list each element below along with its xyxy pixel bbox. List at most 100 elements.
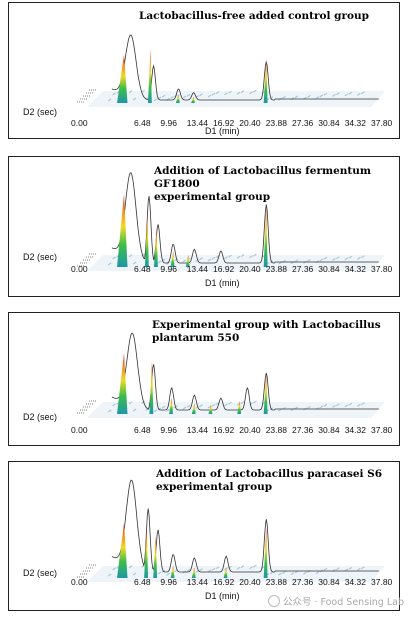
floor-noise: [269, 96, 274, 100]
floor-noise: [228, 254, 232, 258]
x-tick-label: 27.36: [292, 118, 314, 128]
floor-noise: [357, 403, 361, 407]
peak-2: [153, 228, 158, 267]
chart-panel-paracasei: D2 (sec) 0.00 6.48 9.96 13.44 16.92 20.40 23.88…: [8, 461, 400, 611]
total-ion-trace: [111, 479, 379, 573]
floor-noise: [253, 400, 257, 404]
floor-noise: [161, 94, 166, 98]
floor-noise: [323, 256, 328, 260]
floor-noise: [357, 567, 361, 571]
floor-noise: [199, 93, 203, 97]
x-tick-label: 27.36: [292, 264, 314, 274]
floor-noise: [224, 92, 228, 96]
floor-noise: [128, 401, 133, 405]
chart-floor: [87, 91, 385, 107]
floor-noise: [141, 253, 145, 257]
x-tick-label: 9.96: [160, 118, 177, 128]
total-ion-trace: [111, 332, 379, 411]
x-tick-label: 16.92: [213, 264, 235, 274]
floor-noise: [182, 95, 187, 99]
floor-noise: [174, 258, 178, 262]
floor-noise: [319, 405, 324, 409]
peak-2: [175, 94, 180, 103]
floor-noise: [199, 257, 203, 261]
floor-noise: [112, 256, 116, 260]
x-tick-label: 13.44: [187, 118, 209, 128]
floor-noise: [186, 93, 191, 97]
floor-noise: [344, 257, 349, 261]
floor-noise: [128, 90, 133, 94]
floor-noise: [207, 94, 212, 98]
peak-1: [144, 527, 149, 578]
floor-noise: [249, 255, 253, 259]
floor-noise: [132, 97, 137, 101]
peak-2: [153, 535, 158, 578]
floor-noise: [224, 256, 228, 260]
floor-noise: [336, 256, 340, 260]
x-tick-label: 23.88: [266, 577, 288, 587]
x-tick-label: 20.40: [239, 425, 261, 435]
x-tick-label: 34.32: [345, 425, 367, 435]
floor-noise: [199, 404, 203, 408]
y-axis-label: D2 (sec): [23, 107, 57, 117]
floor-noise: [215, 91, 220, 95]
chromatogram-plot: D2 (sec) 0.00 6.48 9.96 13.44 16.92 20.40 23.88…: [23, 332, 393, 435]
x-tick-label: 23.88: [266, 264, 288, 274]
floor-noise: [240, 90, 245, 94]
x-tick-label: 34.32: [345, 118, 367, 128]
peak-0: [117, 353, 128, 414]
x-tick-label: 37.80: [371, 264, 393, 274]
floor-noise: [224, 403, 228, 407]
floor-noise: [207, 405, 212, 409]
peak-0: [117, 523, 128, 578]
floor-noise: [166, 261, 170, 265]
x-tick-label: 34.32: [345, 577, 367, 587]
floor-noise: [348, 402, 353, 406]
peak-4: [185, 255, 190, 267]
floor-noise: [348, 566, 353, 570]
floor-noise: [332, 257, 336, 261]
floor-noise: [315, 571, 320, 575]
floor-noise: [319, 258, 324, 262]
floor-noise: [361, 566, 365, 570]
floor-noise: [141, 564, 145, 568]
floor-noise: [249, 566, 253, 570]
x-tick-label: 30.84: [318, 118, 340, 128]
floor-noise: [132, 261, 137, 265]
floor-noise: [228, 90, 232, 94]
x-tick-label: 9.96: [160, 264, 177, 274]
x-tick-label: 0.00: [71, 118, 88, 128]
floor-noise: [157, 571, 162, 575]
chart-title: Experimental group with Lactobacillus pl…: [152, 319, 381, 344]
floor-noise: [357, 92, 361, 96]
floor-noise: [128, 254, 133, 258]
x-tick-label: 37.80: [371, 577, 393, 587]
floor-noise: [336, 567, 340, 571]
floor-noise: [161, 405, 166, 409]
peak-2: [169, 397, 173, 414]
peak-0: [117, 54, 128, 103]
peak-4: [263, 58, 268, 103]
peak-1: [147, 49, 152, 103]
floor-noise: [107, 573, 112, 577]
x-tick-label: 30.84: [318, 425, 340, 435]
x-tick-label: 0.00: [71, 577, 88, 587]
floor-noise: [323, 403, 328, 407]
floor-noise: [307, 258, 311, 262]
floor-noise: [294, 95, 299, 99]
x-tick-label: 20.40: [239, 118, 261, 128]
floor-noise: [236, 255, 241, 259]
floor-noise: [278, 572, 282, 576]
peak-5: [263, 205, 268, 267]
floor-noise: [315, 96, 320, 100]
x-tick-label: 27.36: [292, 577, 314, 587]
chart-title: Addition of Lactobacillus paracasei S6 e…: [156, 468, 383, 493]
y-axis-label: D2 (sec): [23, 412, 57, 422]
floor-noise: [182, 259, 187, 263]
floor-noise: [211, 567, 216, 571]
floor-noise: [240, 401, 245, 405]
total-ion-trace: [111, 34, 379, 101]
floor-noise: [307, 94, 311, 98]
floor-noise: [249, 91, 253, 95]
x-axis-label: D1 (min): [205, 591, 240, 601]
